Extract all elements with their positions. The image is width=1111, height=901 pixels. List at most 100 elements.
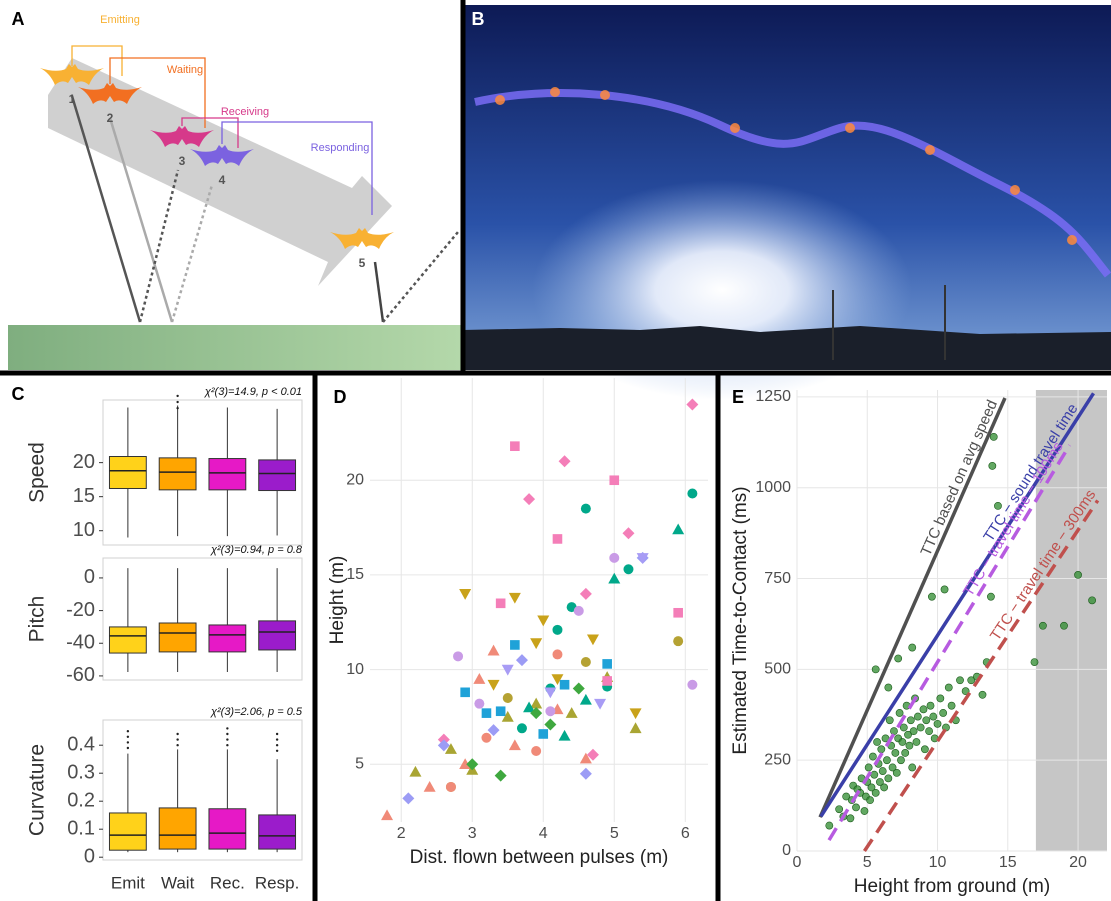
point (530, 638, 543, 650)
ground (8, 325, 462, 370)
point (912, 738, 921, 746)
point (586, 748, 599, 761)
point (930, 734, 939, 743)
point (901, 749, 910, 757)
point (551, 674, 564, 686)
flight-arrow (48, 58, 392, 286)
point (487, 724, 500, 737)
y-tick-label: -20 (66, 599, 95, 621)
point (481, 732, 492, 743)
signal-arrow (70, 95, 142, 323)
point (487, 644, 500, 656)
outlier (226, 738, 229, 741)
reference-line (827, 444, 1072, 842)
y-axis-label: Height (m) (327, 556, 348, 645)
photo-pulse (1067, 235, 1077, 245)
point (453, 651, 464, 662)
y-axis-label: Estimated Time-to-Contact (ms) (730, 486, 751, 754)
point (884, 683, 893, 692)
point (876, 778, 884, 786)
point (873, 738, 881, 746)
y-tick-label: 1000 (755, 479, 791, 496)
point (573, 605, 584, 616)
point (877, 745, 886, 754)
x-tick-label: Resp. (255, 873, 299, 892)
point (899, 723, 908, 732)
point (846, 814, 855, 823)
box (208, 458, 247, 491)
point (672, 523, 685, 535)
point (565, 707, 578, 718)
point (381, 809, 394, 821)
box (108, 456, 147, 489)
point (501, 664, 514, 676)
point (987, 592, 995, 601)
box (158, 807, 197, 850)
outlier (226, 744, 229, 747)
phase-bracket (109, 57, 206, 128)
panel-label: B (472, 9, 485, 29)
outlier (126, 730, 130, 733)
point (940, 585, 949, 594)
point (890, 727, 898, 736)
point (860, 807, 869, 815)
point (552, 624, 563, 635)
point (1039, 621, 1047, 630)
y-tick-label: 10 (346, 661, 364, 678)
point (852, 803, 860, 812)
point (913, 712, 922, 721)
position-number: 4 (219, 173, 226, 187)
point (916, 723, 925, 732)
outlier (126, 735, 130, 738)
point (891, 749, 900, 757)
point (508, 739, 521, 751)
box (158, 622, 197, 653)
box (158, 457, 197, 491)
point (423, 780, 436, 792)
signal-arrow (382, 231, 459, 323)
point (531, 745, 542, 756)
point (867, 783, 876, 792)
point (495, 598, 506, 609)
point (825, 821, 834, 830)
photo-horizon (463, 326, 1111, 370)
y-tick-label: 750 (764, 570, 791, 587)
point (552, 534, 563, 544)
signal-arrow (373, 261, 385, 323)
x-tick-label: 2 (397, 825, 406, 842)
outlier (275, 738, 279, 741)
photo-pulse (1010, 185, 1020, 195)
point (904, 730, 912, 739)
point (586, 634, 599, 646)
outlier (226, 732, 229, 736)
outlier (176, 394, 179, 398)
outlier (126, 746, 130, 750)
outlier (176, 400, 179, 404)
box (108, 812, 147, 851)
reference-line (819, 392, 1095, 818)
phase-label: Receiving (221, 106, 269, 118)
phase-bracket (181, 117, 239, 148)
point (929, 712, 938, 721)
box (258, 459, 297, 492)
point (884, 774, 893, 783)
point (579, 587, 592, 600)
signal-arrow (108, 117, 174, 323)
point (409, 765, 422, 777)
outlier (275, 732, 279, 736)
point (572, 682, 585, 695)
phase-bracket (221, 121, 373, 215)
point (544, 718, 557, 731)
point (552, 649, 563, 660)
point (510, 441, 520, 451)
photo-pulse (845, 123, 855, 133)
point (636, 553, 649, 564)
point (936, 694, 945, 703)
y-axis-label: Pitch (26, 596, 49, 643)
point (515, 654, 528, 667)
point (870, 770, 879, 779)
outlier (176, 738, 179, 741)
point (545, 706, 556, 717)
point (920, 745, 929, 754)
